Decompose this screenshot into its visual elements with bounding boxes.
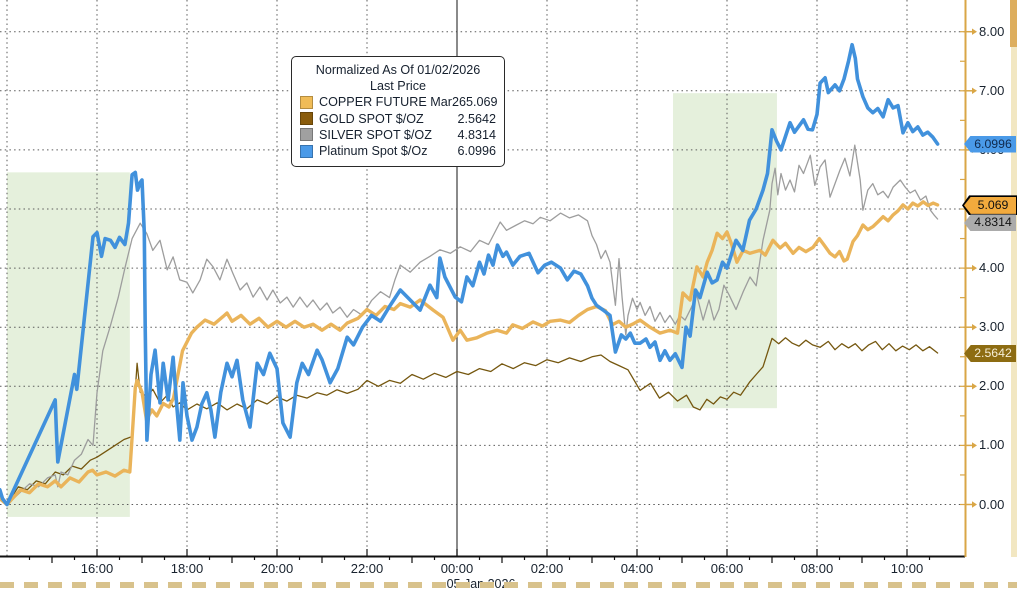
legend-title: Normalized As Of 01/02/2026 <box>315 63 481 77</box>
y-axis-tick-label: 3.00 <box>979 319 1005 335</box>
last-price-badge-gold: 2.5642 <box>964 344 1016 362</box>
legend-series-last-price: 4.8314 <box>457 127 496 142</box>
y-axis-arrow-icon <box>972 383 977 390</box>
legend-series-name: GOLD SPOT $/OZ <box>319 111 424 126</box>
legend-row-gold: GOLD SPOT $/OZ 2.5642 <box>292 110 504 126</box>
y-axis-arrow-icon <box>972 442 977 449</box>
x-axis-tick-label: 00:00 <box>440 561 474 576</box>
y-axis-tick-label: 8.00 <box>979 23 1005 39</box>
legend-row-silver: SILVER SPOT $/OZ 4.8314 <box>292 127 504 143</box>
x-axis-tick-label: 16:00 <box>80 561 114 576</box>
series-line-silver <box>0 144 939 506</box>
x-axis-tick-label: 08:00 <box>800 561 834 576</box>
bottom-dashed-strip <box>0 582 1017 588</box>
chart-legend: Normalized As Of 01/02/2026 Last Price C… <box>291 56 505 167</box>
legend-swatch-silver <box>300 128 313 142</box>
right-edge-strip <box>1011 0 1017 557</box>
x-axis-tick-label: 10:00 <box>890 561 924 576</box>
x-axis-tick-label: 02:00 <box>530 561 564 576</box>
y-axis-tick-label: 4.00 <box>979 260 1005 276</box>
x-axis-tick-label: 22:00 <box>350 561 384 576</box>
legend-rows: COPPER FUTURE Mar26 5.069 GOLD SPOT $/OZ 2.… <box>292 94 504 160</box>
x-axis-tick-label: 04:00 <box>620 561 654 576</box>
y-axis-arrow-icon <box>972 28 977 35</box>
y-axis-arrow-icon <box>972 324 977 331</box>
last-price-badge-platinum: 6.0996 <box>964 135 1016 153</box>
legend-series-last-price: 5.069 <box>465 95 498 110</box>
y-axis-tick-label: 7.00 <box>979 82 1005 98</box>
y-axis-tick-label: 0.00 <box>979 496 1005 512</box>
series-line-platinum <box>0 42 940 507</box>
y-axis-arrow-icon <box>972 501 977 508</box>
legend-row-platinum: Platinum Spot $/Oz 6.0996 <box>292 143 504 159</box>
legend-series-name: SILVER SPOT $/OZ <box>319 127 432 142</box>
legend-series-last-price: 2.5642 <box>457 111 496 126</box>
legend-series-last-price: 6.0996 <box>457 144 496 159</box>
x-axis-tick-label: 20:00 <box>260 561 294 576</box>
y-axis-tick-label: 2.00 <box>979 378 1005 394</box>
legend-swatch-copper <box>300 95 313 109</box>
right-edge-strip-top <box>1010 0 1017 47</box>
y-axis-arrow-icon <box>972 264 977 272</box>
legend-swatch-gold <box>300 112 313 126</box>
y-axis-arrow-icon <box>972 87 977 94</box>
x-axis-tick-label: 06:00 <box>710 561 744 576</box>
last-price-badge-copper: 5.069 <box>964 196 1016 214</box>
legend-row-copper: COPPER FUTURE Mar26 5.069 <box>292 94 504 110</box>
last-price-badge-silver: 4.8314 <box>964 214 1016 232</box>
series-line-copper <box>0 200 940 507</box>
legend-series-name: COPPER FUTURE Mar26 <box>319 95 466 110</box>
legend-series-name: Platinum Spot $/Oz <box>319 144 428 159</box>
series-line-gold <box>0 337 939 506</box>
x-axis-tick-label: 18:00 <box>170 561 204 576</box>
y-axis-tick-label: 1.00 <box>979 437 1005 453</box>
legend-swatch-platinum <box>300 144 313 158</box>
legend-subtitle: Last Price <box>370 79 426 93</box>
